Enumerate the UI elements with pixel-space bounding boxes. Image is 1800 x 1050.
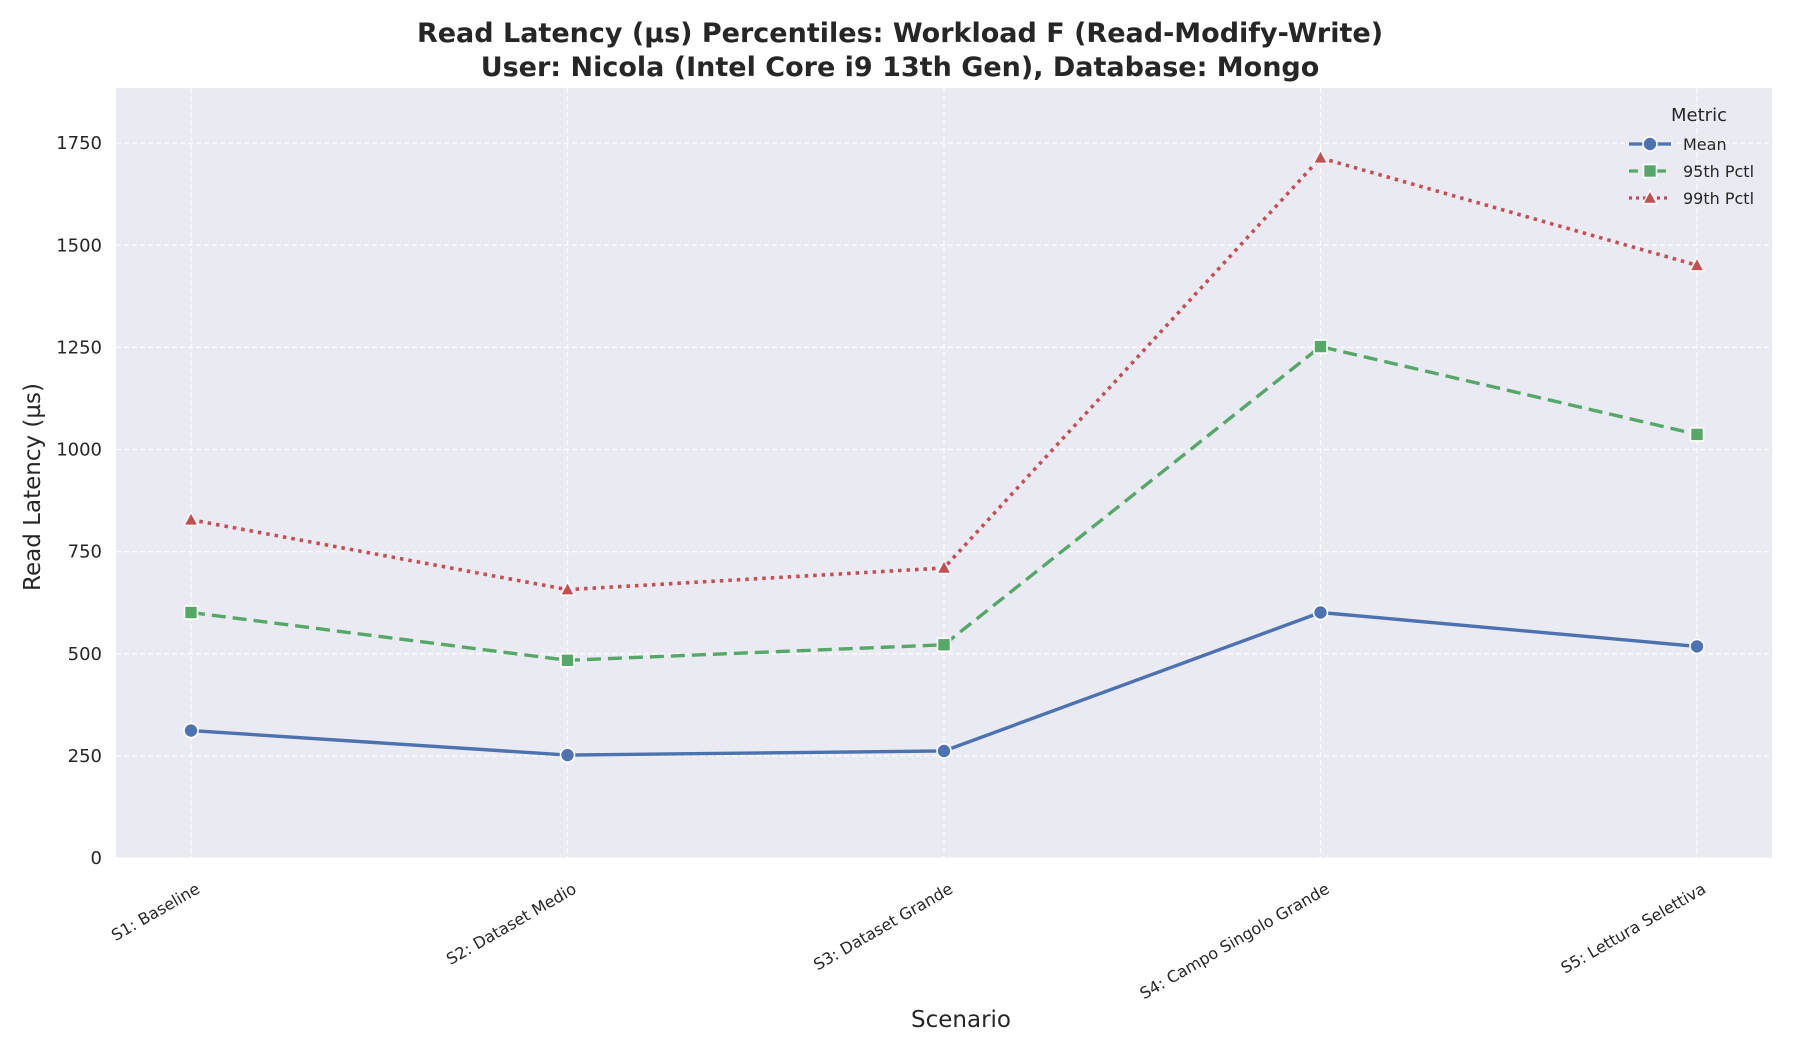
legend-item-95th-pctl: 95th Pctl	[1629, 162, 1754, 181]
data-point-95th-pctl	[185, 606, 198, 619]
x-tick-label: S3: Dataset Grande	[810, 879, 956, 974]
x-axis-label: Scenario	[911, 1007, 1011, 1033]
data-point-mean	[184, 724, 198, 738]
y-tick-label: 0	[91, 848, 102, 869]
y-tick-label: 750	[68, 542, 102, 563]
x-tick-label: S4: Campo Singolo Grande	[1137, 879, 1333, 1003]
data-point-95th-pctl	[1691, 428, 1704, 441]
x-tick-label: S2: Dataset Medio	[443, 879, 579, 969]
y-axis-ticks: 0 250 500 750 1000 1250 1500 1750	[56, 133, 102, 869]
y-tick-label: 500	[68, 644, 102, 665]
chart-title: Read Latency (µs) Percentiles: Workload …	[417, 18, 1383, 49]
y-tick-label: 1750	[56, 133, 102, 154]
legend-swatch-marker	[1643, 137, 1657, 151]
x-tick-label: S1: Baseline	[108, 879, 203, 945]
data-point-95th-pctl	[561, 654, 574, 667]
y-tick-label: 1500	[56, 235, 102, 256]
data-point-mean	[937, 744, 951, 758]
y-tick-label: 1000	[56, 440, 102, 461]
legend-swatch-marker	[1644, 165, 1657, 178]
data-point-mean	[1314, 605, 1328, 619]
data-point-95th-pctl	[938, 638, 951, 651]
y-tick-label: 250	[68, 746, 102, 767]
y-axis-label: Read Latency (µs)	[20, 383, 46, 591]
chart-subtitle: User: Nicola (Intel Core i9 13th Gen), D…	[481, 52, 1320, 83]
x-axis-ticks: S1: Baseline S2: Dataset Medio S3: Dataset…	[108, 879, 1709, 1003]
data-point-mean	[561, 748, 575, 762]
x-tick-label: S5: Lettura Selettiva	[1557, 879, 1709, 977]
legend-label: Mean	[1683, 135, 1727, 154]
y-tick-label: 1250	[56, 337, 102, 358]
legend-label: 99th Pctl	[1683, 189, 1754, 208]
data-point-mean	[1690, 639, 1704, 653]
data-point-95th-pctl	[1314, 340, 1327, 353]
legend-title: Metric	[1671, 105, 1727, 126]
legend-label: 95th Pctl	[1683, 162, 1754, 181]
